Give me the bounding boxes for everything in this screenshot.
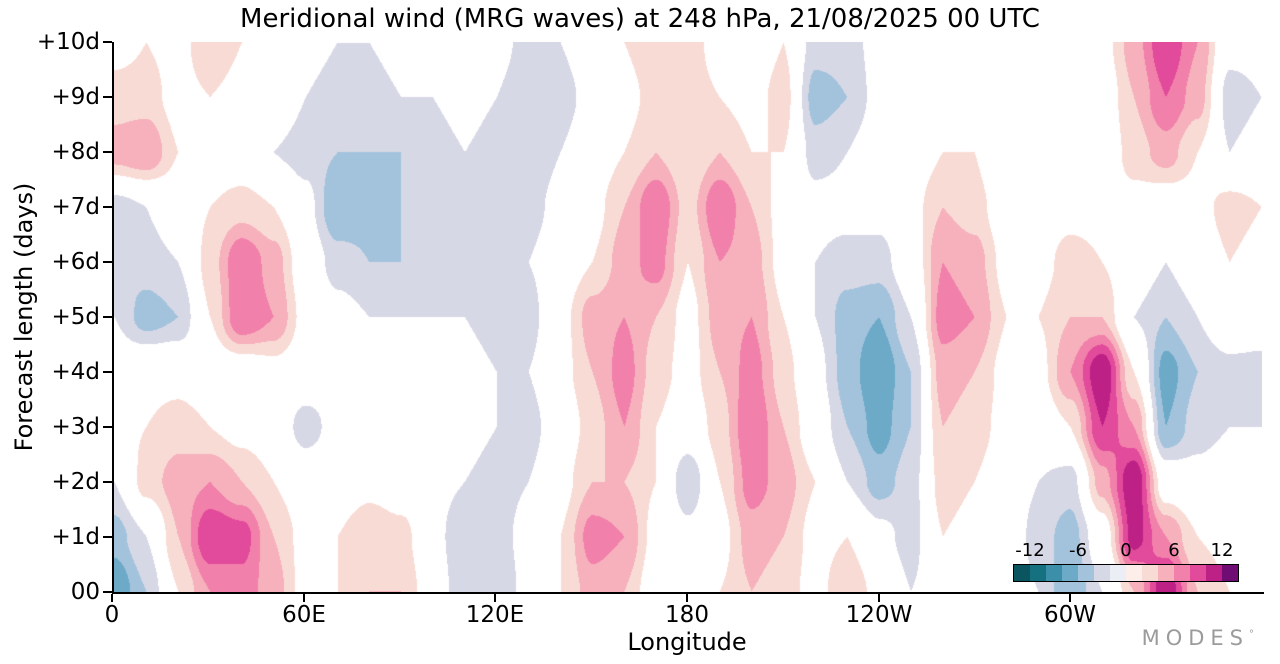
x-tick-label: 120W [845, 602, 913, 628]
page-title: Meridional wind (MRG waves) at 248 hPa, … [240, 4, 1040, 34]
colorbar-cell [1222, 565, 1238, 581]
x-tick-mark [878, 594, 880, 602]
x-tick-mark [1069, 594, 1071, 602]
x-tick-label: 60E [282, 602, 326, 628]
x-tick-mark [303, 594, 305, 602]
colorbar-tick-label: -6 [1069, 540, 1087, 561]
colorbar-cell [1126, 565, 1142, 581]
x-tick-label: 180 [665, 602, 709, 628]
y-tick-mark [103, 96, 112, 98]
y-tick-label: +9d [51, 84, 100, 110]
colorbar-cell [1094, 565, 1110, 581]
colorbar-cell [1046, 565, 1062, 581]
y-axis-line [112, 42, 114, 594]
x-tick-label: 0 [104, 602, 120, 628]
colorbar-tick-label: 6 [1168, 540, 1180, 561]
modes-logo: MODES° [1142, 626, 1254, 650]
x-axis-line [112, 592, 1264, 594]
x-tick-mark [686, 594, 688, 602]
colorbar-tick-label: 0 [1120, 540, 1132, 561]
y-tick-mark [103, 371, 112, 373]
contour-canvas [114, 42, 1262, 592]
y-tick-label: +2d [51, 469, 100, 495]
y-tick-mark [103, 536, 112, 538]
y-tick-mark [103, 151, 112, 153]
y-tick-label: 00 [70, 579, 100, 605]
colorbar-cell [1014, 565, 1030, 581]
colorbar-cell [1206, 565, 1222, 581]
colorbar-cell [1174, 565, 1190, 581]
y-tick-mark [103, 426, 112, 428]
y-tick-label: +5d [51, 304, 100, 330]
y-tick-label: +3d [51, 414, 100, 440]
y-tick-mark [103, 481, 112, 483]
x-tick-mark [494, 594, 496, 602]
modes-logo-text: MODES [1141, 626, 1249, 650]
y-tick-mark [103, 261, 112, 263]
colorbar-tick-label: 12 [1210, 540, 1234, 561]
colorbar-cells [1013, 564, 1239, 582]
modes-logo-symbol: ° [1249, 629, 1254, 640]
x-tick-mark [111, 594, 113, 602]
y-tick-mark [103, 591, 112, 593]
colorbar-tick-label: -12 [1015, 540, 1045, 561]
x-tick-label: 120E [465, 602, 525, 628]
x-tick-label: 60W [1043, 602, 1096, 628]
colorbar-cell [1030, 565, 1046, 581]
y-tick-mark [103, 316, 112, 318]
y-tick-mark [103, 41, 112, 43]
y-tick-mark [103, 206, 112, 208]
colorbar-cell [1078, 565, 1094, 581]
y-tick-label: +1d [51, 524, 100, 550]
y-tick-label: +7d [51, 194, 100, 220]
y-tick-label: +6d [51, 249, 100, 275]
y-axis-title: Forecast length (days) [10, 182, 38, 452]
colorbar-cell [1190, 565, 1206, 581]
colorbar-cell [1110, 565, 1126, 581]
colorbar-cell [1158, 565, 1174, 581]
y-tick-label: +10d [36, 29, 100, 55]
colorbar-ticks: -12 -6 0 6 12 [1014, 540, 1238, 562]
x-axis-title: Longitude [627, 628, 747, 656]
colorbar-cell [1062, 565, 1078, 581]
y-tick-label: +4d [51, 359, 100, 385]
y-tick-label: +8d [51, 139, 100, 165]
colorbar-cell [1142, 565, 1158, 581]
